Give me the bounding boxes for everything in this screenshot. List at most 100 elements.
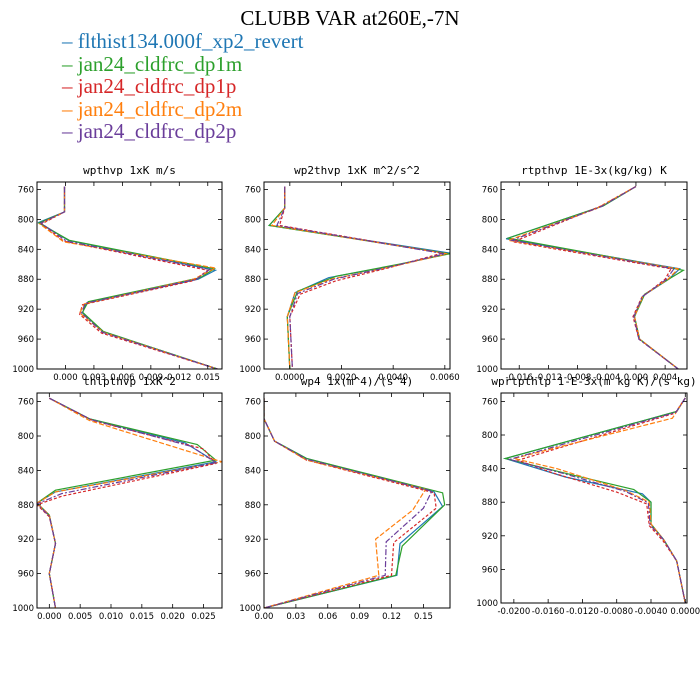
y-tick-label: 920 bbox=[482, 532, 498, 542]
series-line-jan24_cldfrc_dp1p bbox=[37, 397, 217, 608]
legend-label: jan24_cldfrc_dp2p bbox=[77, 119, 237, 143]
panel-frame bbox=[263, 392, 451, 609]
x-tick-label: -0.0080 bbox=[600, 607, 633, 617]
series-line-flthist134.000f_xp2_revert bbox=[264, 398, 444, 608]
y-tick-label: 800 bbox=[18, 432, 34, 442]
y-tick-label: 1000 bbox=[476, 365, 498, 375]
x-tick-label: 0.03 bbox=[286, 612, 305, 622]
legend: – flthist134.000f_xp2_revert – jan24_cld… bbox=[62, 30, 303, 143]
panel-title: wpthvp 1xK m/s bbox=[83, 164, 176, 177]
x-tick-label: -0.016 bbox=[506, 373, 533, 383]
x-tick-label: 0.004 bbox=[653, 373, 677, 383]
x-tick-label: 0.012 bbox=[167, 373, 191, 383]
x-tick-label: -0.012 bbox=[535, 373, 562, 383]
y-tick-label: 1000 bbox=[12, 604, 34, 614]
y-tick-label: 760 bbox=[18, 185, 34, 195]
y-tick-label: 1000 bbox=[12, 365, 34, 375]
y-tick-label: 920 bbox=[245, 535, 261, 545]
y-tick-label: 920 bbox=[245, 305, 261, 315]
series-line-jan24_cldfrc_dp2p bbox=[37, 397, 218, 608]
legend-dash: – bbox=[62, 29, 78, 53]
x-tick-label: 0.0060 bbox=[430, 373, 460, 383]
panel-4: thlpthvp 1xK^276080084088092096010000.00… bbox=[12, 375, 223, 622]
y-tick-label: 840 bbox=[482, 465, 498, 475]
y-tick-label: 960 bbox=[245, 570, 261, 580]
y-tick-label: 760 bbox=[245, 185, 261, 195]
y-tick-label: 880 bbox=[245, 501, 261, 511]
y-tick-label: 840 bbox=[245, 245, 261, 255]
x-tick-label: 0.005 bbox=[68, 612, 92, 622]
x-tick-label: 0.0040 bbox=[378, 373, 408, 383]
legend-entry: – flthist134.000f_xp2_revert bbox=[62, 30, 303, 53]
series-line-jan24_cldfrc_dp2m bbox=[513, 397, 686, 603]
legend-dash: – bbox=[62, 119, 78, 143]
y-tick-label: 800 bbox=[245, 432, 261, 442]
series-line-jan24_cldfrc_dp1m bbox=[37, 397, 218, 608]
x-tick-label: -0.0160 bbox=[532, 607, 565, 617]
x-tick-label: 0.0000 bbox=[670, 607, 700, 617]
y-tick-label: 1000 bbox=[476, 599, 498, 609]
y-tick-label: 880 bbox=[482, 275, 498, 285]
x-tick-label: 0.000 bbox=[37, 612, 61, 622]
series-line-jan24_cldfrc_dp2p bbox=[39, 186, 218, 369]
y-tick-label: 880 bbox=[245, 275, 261, 285]
y-tick-label: 1000 bbox=[239, 365, 261, 375]
y-tick-label: 840 bbox=[18, 466, 34, 476]
y-tick-label: 760 bbox=[482, 397, 498, 407]
y-tick-label: 800 bbox=[18, 215, 34, 225]
y-tick-label: 960 bbox=[482, 565, 498, 575]
y-tick-label: 880 bbox=[18, 275, 34, 285]
panel-title: wp2thvp 1xK m^2/s^2 bbox=[294, 164, 420, 177]
legend-entry: – jan24_cldfrc_dp1m bbox=[62, 52, 303, 76]
x-tick-label: -0.0200 bbox=[497, 607, 530, 617]
series-line-jan24_cldfrc_dp1m bbox=[37, 186, 218, 369]
x-tick-label: -0.004 bbox=[593, 373, 620, 383]
x-tick-label: 0.0020 bbox=[327, 373, 357, 383]
panel-title: rtpthvp 1E-3x(kg/kg) K bbox=[521, 164, 667, 177]
y-tick-label: 760 bbox=[482, 185, 498, 195]
series-line-flthist134.000f_xp2_revert bbox=[37, 186, 218, 369]
series-line-jan24_cldfrc_dp1p bbox=[511, 185, 679, 369]
y-tick-label: 880 bbox=[482, 498, 498, 508]
series-line-jan24_cldfrc_dp1m bbox=[502, 397, 686, 603]
x-tick-label: 0.12 bbox=[382, 612, 401, 622]
series-line-flthist134.000f_xp2_revert bbox=[503, 397, 686, 603]
panel-title: thlpthvp 1xK^2 bbox=[83, 375, 176, 388]
panel-frame bbox=[36, 181, 223, 370]
x-tick-label: 0.025 bbox=[191, 612, 215, 622]
series-line-jan24_cldfrc_dp1p bbox=[278, 186, 443, 369]
series-line-jan24_cldfrc_dp1m bbox=[268, 186, 450, 369]
series-line-jan24_cldfrc_dp2m bbox=[505, 185, 680, 369]
x-tick-label: 0.015 bbox=[196, 373, 220, 383]
x-tick-label: 0.015 bbox=[130, 612, 154, 622]
panel-frame bbox=[36, 392, 223, 609]
series-line-jan24_cldfrc_dp2m bbox=[38, 186, 218, 369]
series-line-jan24_cldfrc_dp2p bbox=[509, 185, 679, 369]
y-tick-label: 1000 bbox=[239, 604, 261, 614]
legend-entry: – jan24_cldfrc_dp2p bbox=[62, 120, 303, 143]
x-tick-label: 0.003 bbox=[82, 373, 106, 383]
y-tick-label: 760 bbox=[245, 398, 261, 408]
series-line-jan24_cldfrc_dp1p bbox=[516, 397, 686, 603]
x-tick-label: 0.006 bbox=[110, 373, 134, 383]
x-tick-label: 0.009 bbox=[139, 373, 163, 383]
series-line-jan24_cldfrc_dp1m bbox=[505, 185, 686, 369]
panel-frame bbox=[263, 181, 451, 370]
series-line-flthist134.000f_xp2_revert bbox=[37, 397, 218, 608]
x-tick-label: 0.000 bbox=[53, 373, 77, 383]
panel-frame bbox=[500, 181, 688, 370]
y-tick-label: 760 bbox=[18, 398, 34, 408]
panel-2: wp2thvp 1xK m^2/s^2 760 800 840 880 920 960 100… bbox=[239, 164, 459, 383]
y-tick-label: 800 bbox=[245, 215, 261, 225]
legend-dash: – bbox=[62, 96, 78, 121]
x-tick-label: -0.0040 bbox=[635, 607, 668, 617]
x-tick-label: 0.000 bbox=[624, 373, 648, 383]
panel-6: wprtpthlp 1-E-3x(m kg K)/(s kg) 760 800 840… bbox=[476, 375, 700, 617]
x-tick-label: 0.00 bbox=[255, 612, 274, 622]
series-line-flthist134.000f_xp2_revert bbox=[505, 185, 681, 369]
panel-1: wpthvp 1xK m/s 760 800 840 880 920 960 1000 0.00… bbox=[12, 164, 223, 383]
x-tick-label: 0.010 bbox=[99, 612, 123, 622]
y-tick-label: 840 bbox=[245, 466, 261, 476]
x-tick-label: 0.15 bbox=[414, 612, 433, 622]
